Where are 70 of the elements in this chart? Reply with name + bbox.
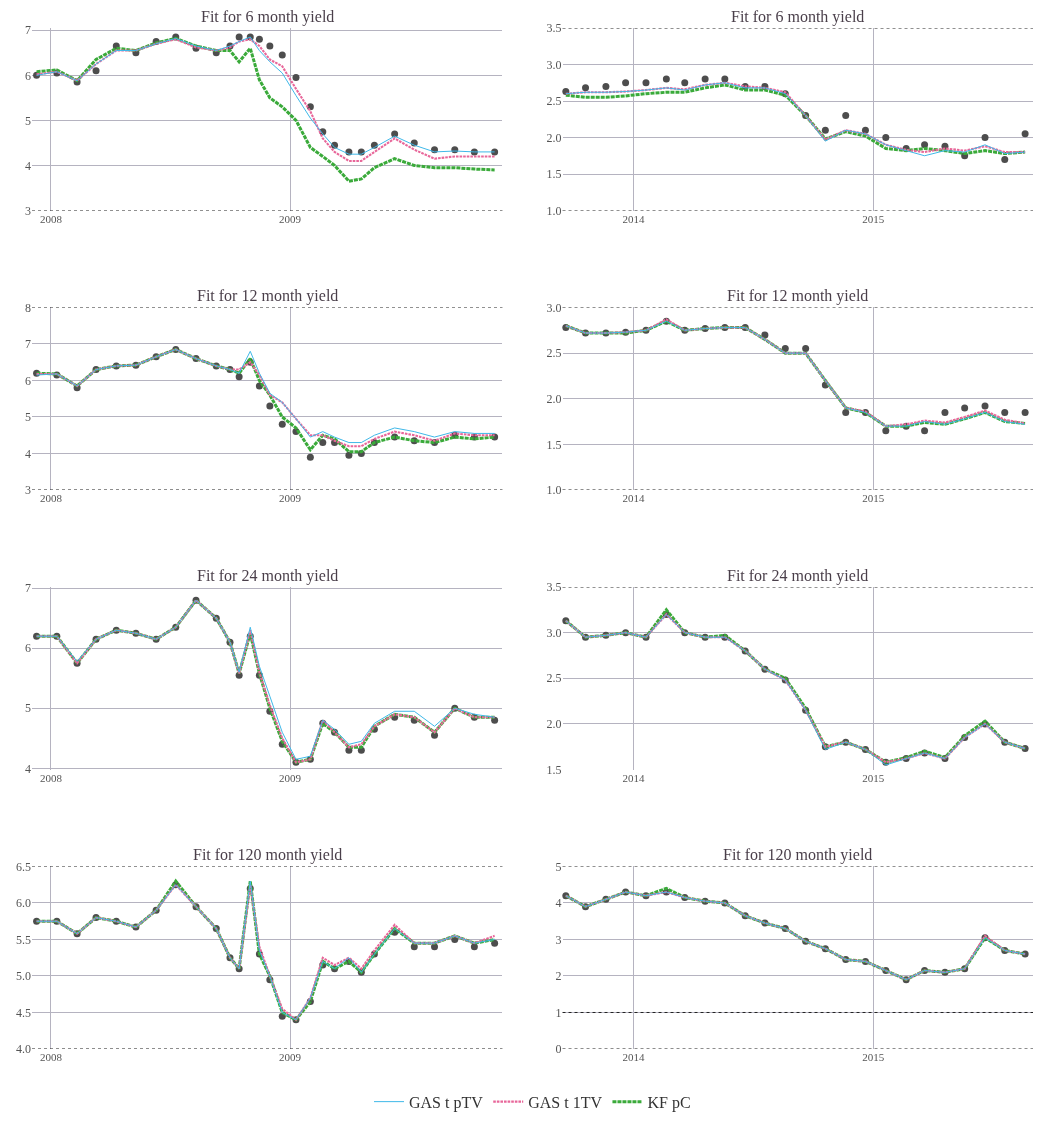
y-tick-label: 1.5 (546, 762, 562, 777)
chart-title: Fit for 24 month yield (727, 567, 869, 585)
y-tick-label: 5 (555, 859, 562, 874)
chart-title: Fit for 24 month yield (197, 567, 339, 585)
x-tick-label: 2015 (862, 1051, 885, 1063)
y-tick-label: 6 (25, 641, 31, 656)
x-tick-label: 2009 (279, 771, 302, 784)
x-tick-label: 2008 (39, 492, 63, 504)
y-tick-label: 1.5 (546, 437, 562, 452)
y-tick-label: 3 (555, 932, 562, 947)
x-tick-label: 2008 (39, 212, 63, 225)
legend-label: GAS t pTV (409, 1093, 484, 1112)
x-tick-label: 2015 (862, 492, 885, 504)
x-tick-label: 2015 (862, 771, 885, 784)
y-tick-label: 2.0 (546, 130, 562, 145)
x-tick-label: 2009 (279, 1051, 302, 1063)
y-tick-label: 1.5 (546, 167, 562, 182)
chart-title: Fit for 120 month yield (723, 846, 873, 864)
y-tick-label: 1.0 (546, 483, 562, 498)
y-tick-label: 2.5 (546, 671, 562, 686)
y-tick-label: 4.5 (16, 1005, 31, 1020)
y-tick-label: 4 (25, 158, 31, 173)
y-tick-label: 2 (555, 969, 562, 984)
x-tick-label: 2009 (279, 212, 302, 225)
y-tick-label: 6.0 (16, 896, 31, 911)
y-tick-label: 5.5 (16, 932, 31, 947)
x-tick-label: 2014 (622, 1051, 645, 1063)
y-tick-label: 4.0 (16, 1042, 31, 1057)
chart-title: Fit for 12 month yield (197, 287, 339, 305)
y-tick-label: 5 (25, 701, 31, 716)
y-tick-label: 3.5 (546, 21, 562, 36)
y-tick-label: 3.5 (546, 580, 562, 595)
y-tick-label: 7 (25, 581, 31, 596)
x-tick-label: 2014 (622, 771, 645, 784)
y-tick-label: 6 (25, 373, 31, 388)
y-tick-label: 3 (25, 483, 31, 498)
y-tick-label: 1.0 (546, 203, 562, 218)
legend-label: KF pC (647, 1093, 691, 1112)
chart-title: Fit for 120 month yield (193, 846, 343, 864)
y-tick-label: 1 (555, 1005, 562, 1020)
y-tick-label: 3 (25, 203, 31, 218)
y-tick-label: 2.0 (546, 391, 562, 406)
y-tick-label: 2.5 (546, 346, 562, 361)
y-tick-label: 5 (25, 113, 31, 128)
chart-title: Fit for 6 month yield (201, 8, 335, 26)
legend-label: GAS t 1TV (528, 1093, 603, 1111)
x-tick-label: 2015 (862, 212, 885, 225)
y-tick-label: 2.5 (546, 94, 562, 109)
chart-title: Fit for 12 month yield (727, 287, 869, 305)
y-tick-label: 4 (25, 761, 31, 776)
x-tick-label: 2008 (39, 1051, 63, 1063)
y-tick-label: 4 (555, 896, 562, 911)
x-tick-label: 2014 (622, 212, 645, 225)
x-tick-label: 2008 (39, 771, 63, 784)
y-tick-label: 6 (25, 68, 31, 83)
x-tick-label: 2009 (279, 492, 302, 504)
chart-title: Fit for 6 month yield (731, 8, 865, 26)
y-tick-label: 0 (555, 1042, 562, 1057)
y-tick-label: 3.0 (546, 625, 562, 640)
y-tick-label: 3.0 (546, 57, 562, 72)
y-tick-label: 8 (25, 300, 31, 315)
x-tick-label: 2014 (622, 492, 645, 504)
y-tick-label: 5.0 (16, 969, 31, 984)
y-tick-label: 6.5 (16, 859, 31, 874)
y-tick-label: 3.0 (546, 300, 562, 315)
y-tick-label: 7 (25, 337, 31, 352)
y-tick-label: 7 (25, 23, 31, 38)
y-tick-label: 2.0 (546, 717, 562, 732)
y-tick-label: 4 (25, 446, 31, 461)
y-tick-label: 5 (25, 410, 31, 425)
